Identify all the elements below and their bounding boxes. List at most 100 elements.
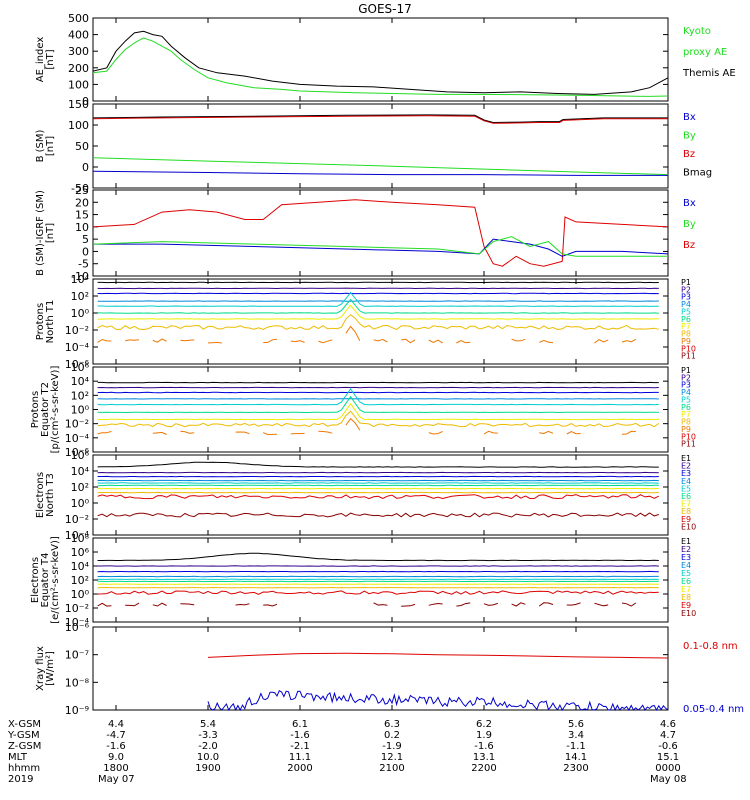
- series-e10: [152, 602, 167, 607]
- ephemeris-value: 4.4: [108, 719, 124, 730]
- y-tick-label: 10⁴: [71, 375, 90, 388]
- legend-entry: P7: [681, 322, 691, 331]
- ephemeris-value: 5.6: [568, 719, 584, 730]
- legend-entry: P2: [681, 373, 691, 382]
- panel-frame: [92, 278, 669, 365]
- y-tick-label: 10⁻⁸: [65, 676, 90, 689]
- legend-entry: P5: [681, 307, 691, 316]
- legend-entry: E1: [681, 537, 691, 546]
- series-p9: [401, 338, 416, 344]
- y-axis-label: AE_index: [35, 37, 46, 83]
- series-e10: [180, 603, 195, 606]
- series-p9: [428, 339, 443, 344]
- ephemeris-value: -1.6: [106, 741, 126, 752]
- y-tick-label: -5: [78, 258, 89, 271]
- legend-entry: E4: [681, 477, 691, 486]
- legend-entry: P11: [681, 352, 696, 361]
- y-tick-label: 0: [82, 161, 89, 174]
- series-e10: [621, 602, 637, 607]
- legend-entry: Bz: [683, 149, 695, 160]
- legend-entry: Kyoto: [683, 26, 711, 37]
- legend-entry: E2: [681, 462, 691, 471]
- legend-entry: P11: [681, 440, 696, 449]
- ephemeris-value: 11.1: [289, 752, 311, 763]
- y-tick-label: 10²: [71, 290, 89, 303]
- y-tick-label: 500: [68, 12, 89, 25]
- legend-entry: E4: [681, 561, 691, 570]
- panel-frame: [92, 454, 669, 536]
- y-tick-label: -50: [71, 182, 89, 195]
- series-p9: [373, 338, 388, 343]
- series-bz: [92, 115, 668, 124]
- y-axis-label: Xray flux: [35, 646, 46, 691]
- y-axis-label: Electrons: [30, 557, 41, 603]
- y-axis-label: [nT]: [45, 223, 56, 243]
- series-e10: [594, 602, 609, 607]
- series-p9: [97, 338, 112, 343]
- series-e10: [97, 602, 112, 607]
- y-tick-label: 10⁴: [71, 465, 90, 478]
- series-p2: [97, 287, 659, 290]
- legend-entry: E1: [681, 454, 691, 463]
- series-p5: [97, 291, 659, 307]
- legend-entry: P10: [681, 344, 696, 353]
- series-p9: [483, 430, 498, 435]
- y-axis-label: North T1: [45, 300, 56, 344]
- y-tick-label: 0: [82, 95, 89, 108]
- panel-frame: [92, 626, 669, 711]
- series-p9: [263, 338, 278, 344]
- ephemeris-value: 12.1: [381, 752, 403, 763]
- y-tick-label: 50: [75, 140, 89, 153]
- ephemeris-row-label: 2019: [8, 774, 33, 785]
- series-p9: [428, 430, 443, 435]
- y-tick-label: 15: [75, 209, 89, 222]
- series-p9: [318, 339, 333, 344]
- ephemeris-value: 6.3: [384, 719, 400, 730]
- series-p5: [97, 388, 659, 406]
- ephemeris-value: -2.1: [290, 741, 310, 752]
- legend-entry: P1: [681, 366, 691, 375]
- series-kyoto-proxy-ae: [92, 37, 669, 97]
- legend-entry: E9: [681, 515, 691, 524]
- y-tick-label: 10⁻²: [65, 418, 89, 431]
- series-p9: [456, 339, 471, 344]
- series-p9: [235, 431, 250, 435]
- y-axis-label: [p/(cm²-s-sr-keV)]: [50, 366, 61, 454]
- y-axis-label: Equator T2: [40, 382, 51, 437]
- series-by: [92, 236, 668, 257]
- series-by: [92, 157, 669, 176]
- ephemeris-value: 2100: [379, 763, 404, 774]
- panel-xray: 10⁻⁹ 10⁻⁸ 10⁻⁷ 10⁻⁶ Xray flux [W/m²] 0.1-0.8 n…: [35, 621, 744, 717]
- ephemeris-value: 4.7: [660, 730, 676, 741]
- series-p7: [97, 403, 659, 421]
- y-tick-label: 10⁰: [71, 307, 90, 320]
- series-e10: [97, 512, 659, 518]
- y-axis-label: Equator T4: [40, 553, 51, 608]
- y-tick-label: 10⁶: [71, 361, 90, 374]
- y-tick-label: 10⁰: [71, 497, 90, 510]
- series-e9: [97, 590, 659, 595]
- plot-title: GOES-17: [358, 2, 412, 16]
- series-p6: [97, 298, 659, 314]
- series-p9: [539, 430, 554, 435]
- y-axis-label: [W/m²]: [45, 651, 56, 686]
- series-p9: [539, 339, 554, 344]
- legend-entry: E10: [681, 609, 696, 618]
- series-e1: [97, 461, 659, 468]
- y-tick-label: 300: [68, 45, 89, 58]
- series-p8: [97, 314, 659, 331]
- y-tick-label: 10⁴: [71, 273, 90, 286]
- legend-entry: E9: [681, 601, 691, 610]
- y-tick-label: 10⁻²: [65, 602, 89, 615]
- ephemeris-value: 9.0: [108, 752, 124, 763]
- y-axis-label: [nT]: [45, 136, 56, 156]
- legend-entry: By: [683, 219, 696, 230]
- y-tick-label: -10: [71, 270, 89, 283]
- series-p9: [152, 338, 167, 343]
- series-p9: [621, 338, 637, 343]
- legend-entry: Bx: [683, 198, 696, 209]
- y-tick-label: 10⁴: [71, 560, 90, 573]
- legend-entry: E6: [681, 577, 691, 586]
